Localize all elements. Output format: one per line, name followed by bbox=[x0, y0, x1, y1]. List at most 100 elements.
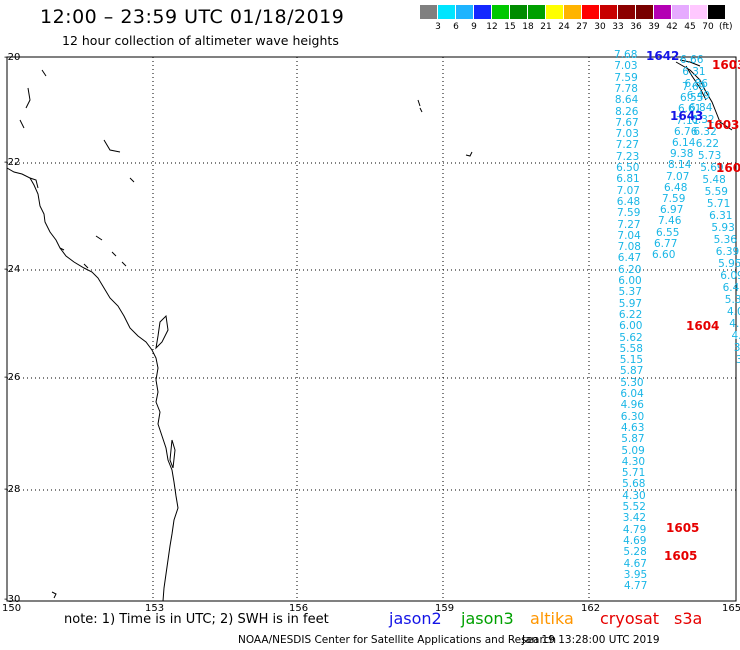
wave-height-value: 7.27 bbox=[615, 139, 640, 152]
lat-label-28: -28 bbox=[4, 484, 21, 495]
wave-height-value: 5.73 bbox=[697, 150, 722, 162]
wave-height-value: 5.97 bbox=[618, 297, 643, 310]
wave-height-value: 6.97 bbox=[660, 204, 684, 217]
wave-height-value: 3.42 bbox=[622, 512, 647, 525]
reef-fragment-5 bbox=[129, 177, 135, 183]
reef-fragment-9 bbox=[83, 263, 89, 269]
wave-height-value: 3.95 bbox=[623, 568, 648, 581]
chart-title: 12:00 – 23:59 UTC 01/18/2019 bbox=[40, 6, 345, 28]
legend-label: 6 bbox=[453, 22, 459, 32]
legend-swatch bbox=[582, 5, 599, 19]
wave-height-value: 7.78 bbox=[614, 82, 638, 95]
pass-number-label: 1605 bbox=[664, 549, 698, 563]
wave-height-value: 7.03 bbox=[614, 60, 638, 73]
wave-height-value: 6.77 bbox=[654, 237, 678, 250]
legend-label: 9 bbox=[471, 22, 477, 32]
legend-label: 30 bbox=[594, 22, 606, 32]
wave-height-value: 5.71 bbox=[706, 198, 731, 210]
wave-height-value: 8.26 bbox=[615, 105, 639, 118]
legend-label: 33 bbox=[612, 22, 624, 32]
pass-number-label: 1603 bbox=[706, 118, 740, 132]
lon-label-150: 150 bbox=[2, 603, 22, 614]
lon-label-165: 165 bbox=[722, 603, 740, 614]
graticule bbox=[7, 57, 736, 601]
wave-height-value: 8.14 bbox=[668, 159, 692, 172]
legend-swatch bbox=[654, 5, 671, 19]
wave-height-value: 7.67 bbox=[615, 116, 639, 129]
wave-height-value: 4.30 bbox=[622, 489, 646, 502]
wave-height-value: 9.38 bbox=[670, 148, 694, 161]
legend-swatch bbox=[438, 5, 455, 19]
wave-height-value: 6.55 bbox=[656, 226, 680, 239]
wave-height-value: 6.00 bbox=[618, 275, 642, 287]
wave-height-value: 6.14 bbox=[672, 137, 696, 149]
footer-credit: NOAA/NESDIS Center for Satellite Applica… bbox=[238, 634, 556, 646]
legend-label: 36 bbox=[630, 22, 642, 32]
wave-height-value: 7.68 bbox=[614, 49, 638, 61]
legend-swatch bbox=[546, 5, 563, 19]
reef-fragment-3 bbox=[19, 119, 25, 129]
legend-swatch bbox=[474, 5, 491, 19]
lat-label-24: -24 bbox=[4, 264, 21, 275]
reef-fragment-4 bbox=[103, 139, 121, 153]
wave-height-value: 4.77 bbox=[624, 580, 648, 593]
wave-height-value: 6.66 bbox=[680, 54, 704, 66]
wave-height-value: 7.59 bbox=[662, 193, 686, 205]
wave-height-value: 6.81 bbox=[616, 173, 640, 186]
wave-height-value: 5.52 bbox=[622, 501, 646, 513]
legend-swatch bbox=[708, 5, 725, 19]
legend-label: 12 bbox=[486, 22, 498, 32]
wave-height-value: 5.93 bbox=[711, 222, 735, 234]
wave-height-value: 6.55 bbox=[680, 92, 704, 105]
reef-fragment-8 bbox=[121, 261, 127, 267]
wave-height-value: 6.30 bbox=[620, 410, 645, 423]
new-caledonia-coastline bbox=[675, 59, 733, 131]
legend-label: 39 bbox=[648, 22, 660, 32]
wave-height-value: 7.23 bbox=[615, 150, 640, 163]
satellite-jason2: jason2 bbox=[389, 609, 442, 628]
wave-height-value: 6.49 bbox=[686, 90, 711, 102]
footer-note: note: 1) Time is in UTC; 2) SWH is in fe… bbox=[64, 612, 329, 627]
lat-label-26: -26 bbox=[4, 372, 21, 383]
legend-swatch bbox=[492, 5, 509, 19]
wave-height-value: 6.61 bbox=[678, 103, 702, 116]
wave-height-value: 6.48 bbox=[616, 195, 641, 208]
wave-height-value: 5.09 bbox=[621, 444, 645, 457]
wave-height-value: 4.0 bbox=[727, 306, 740, 318]
wave-height-value: 5.30 bbox=[620, 376, 644, 389]
legend-unit: (ft) bbox=[719, 22, 733, 32]
moreton-island bbox=[169, 439, 176, 469]
wave-height-value: 7.46 bbox=[658, 215, 682, 228]
wave-height-value: 6.04 bbox=[620, 388, 644, 400]
wave-height-value: 7.27 bbox=[617, 218, 641, 231]
wave-height-value: 6.86 bbox=[684, 78, 708, 90]
satellite-cryosat: cryosat bbox=[600, 609, 660, 628]
wave-height-value: 4.79 bbox=[622, 523, 647, 536]
wave-height-value: 6.84 bbox=[689, 102, 713, 114]
wave-height-value: 5.68 bbox=[622, 478, 646, 491]
satellite-s3a: s3a bbox=[674, 609, 703, 628]
wave-height-value: 6.31 bbox=[709, 210, 733, 222]
wave-height-value: 7.11 bbox=[676, 114, 700, 127]
pass-number-label: 1603 bbox=[712, 58, 740, 72]
wave-height-value: 7.59 bbox=[614, 71, 638, 84]
wave-height-value: 5.15 bbox=[619, 354, 644, 367]
legend-label: 18 bbox=[522, 22, 534, 32]
legend-label: 24 bbox=[558, 22, 570, 32]
legend-swatch bbox=[528, 5, 545, 19]
fraser-island bbox=[155, 314, 169, 350]
wave-height-value: 5.62 bbox=[619, 331, 643, 344]
wave-height-value: 6.45 bbox=[722, 282, 740, 294]
pass-number-label: 1605 bbox=[666, 521, 700, 535]
wave-height-value: 5.87 bbox=[621, 433, 645, 446]
wave-height-value: 7.08 bbox=[617, 241, 641, 254]
wave-height-value: 7.69 bbox=[682, 81, 706, 93]
wave-height-value: 5.37 bbox=[618, 286, 642, 299]
lon-label-156: 156 bbox=[289, 603, 309, 614]
legend-swatch bbox=[618, 5, 635, 19]
chart-subtitle: 12 hour collection of altimeter wave hei… bbox=[62, 33, 339, 48]
reef-fragment-1 bbox=[41, 69, 47, 77]
pass-number-label: 1604 bbox=[686, 319, 720, 333]
